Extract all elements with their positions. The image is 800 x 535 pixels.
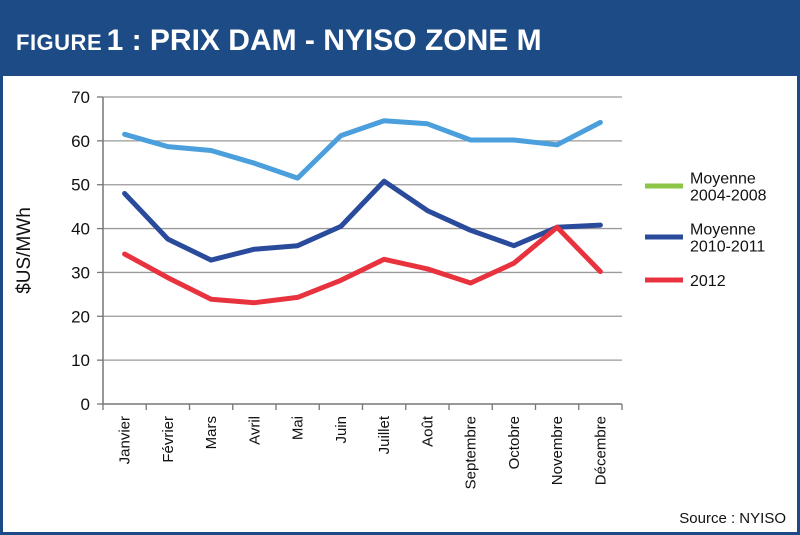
title-text: : PRIX DAM - NYISO ZONE M — [123, 24, 542, 57]
legend-label: 2004-2008 — [690, 188, 767, 205]
x-tick-label: Novembre — [549, 416, 566, 485]
legend-label: 2010-2011 — [690, 239, 765, 256]
x-tick-label: Mars — [203, 416, 220, 449]
y-tick-label: 20 — [71, 307, 90, 326]
figure-header: FIGURE 1 : PRIX DAM - NYISO ZONE M — [0, 0, 800, 76]
x-tick-label: Avril — [246, 416, 263, 445]
x-tick-label: Juillet — [376, 415, 393, 454]
x-tick-label: Mai — [290, 416, 307, 440]
y-tick-label: 50 — [71, 176, 90, 195]
series-line-0 — [122, 118, 603, 181]
legend-label: Moyenne — [690, 222, 756, 239]
y-tick-label: 30 — [71, 263, 90, 282]
legend-label: Moyenne — [690, 171, 756, 188]
y-tick-label: 0 — [81, 395, 90, 414]
legend-label: 2012 — [690, 273, 726, 290]
axes — [97, 96, 623, 410]
x-tick-label: Février — [160, 416, 177, 463]
series-line-2 — [122, 224, 603, 306]
x-tick-label: Septembre — [463, 416, 480, 489]
y-tick-label: 40 — [71, 220, 90, 239]
source-note: Source : NYISO — [679, 510, 786, 527]
x-tick-label: Juin — [333, 416, 350, 444]
x-tick-label: Janvier — [117, 416, 134, 464]
x-tick-labels: Janvier Février Mars Avril Mai Juin Juillet Aoû… — [117, 415, 610, 489]
y-axis-label: $US/MWh — [14, 207, 35, 294]
y-tick-labels: 0 10 20 30 40 50 60 70 — [71, 88, 90, 414]
y-tick-label: 60 — [71, 132, 90, 151]
y-tick-label: 70 — [71, 88, 90, 107]
chart-title: FIGURE 1 : PRIX DAM - NYISO ZONE M — [16, 24, 542, 58]
series-line-1 — [122, 178, 603, 263]
series-lines — [122, 118, 603, 306]
x-tick-label: Décembre — [592, 416, 609, 485]
x-tick-label: Août — [419, 415, 436, 447]
figure-number: 1 — [106, 24, 124, 57]
grid-lines — [103, 96, 622, 361]
figure-word: FIGURE — [16, 30, 103, 55]
x-tick-label: Octobre — [506, 416, 523, 469]
y-tick-label: 10 — [71, 351, 90, 370]
